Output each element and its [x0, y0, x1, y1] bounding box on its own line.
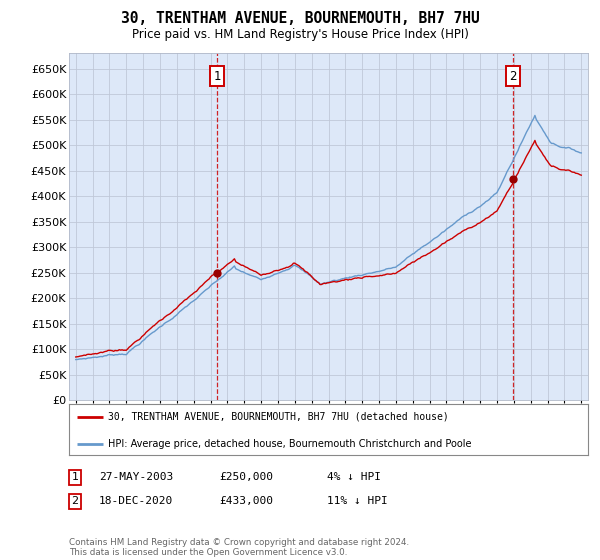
- Text: £433,000: £433,000: [219, 496, 273, 506]
- Text: 30, TRENTHAM AVENUE, BOURNEMOUTH, BH7 7HU: 30, TRENTHAM AVENUE, BOURNEMOUTH, BH7 7H…: [121, 11, 479, 26]
- Text: Price paid vs. HM Land Registry's House Price Index (HPI): Price paid vs. HM Land Registry's House …: [131, 28, 469, 41]
- Text: £250,000: £250,000: [219, 472, 273, 482]
- Text: 1: 1: [71, 472, 79, 482]
- Text: 11% ↓ HPI: 11% ↓ HPI: [327, 496, 388, 506]
- Text: 2: 2: [71, 496, 79, 506]
- Text: 18-DEC-2020: 18-DEC-2020: [99, 496, 173, 506]
- Text: Contains HM Land Registry data © Crown copyright and database right 2024.
This d: Contains HM Land Registry data © Crown c…: [69, 538, 409, 557]
- Text: 1: 1: [213, 69, 221, 83]
- Text: 27-MAY-2003: 27-MAY-2003: [99, 472, 173, 482]
- Text: 30, TRENTHAM AVENUE, BOURNEMOUTH, BH7 7HU (detached house): 30, TRENTHAM AVENUE, BOURNEMOUTH, BH7 7H…: [108, 412, 449, 422]
- Text: HPI: Average price, detached house, Bournemouth Christchurch and Poole: HPI: Average price, detached house, Bour…: [108, 438, 472, 449]
- Text: 4% ↓ HPI: 4% ↓ HPI: [327, 472, 381, 482]
- Text: 2: 2: [509, 69, 517, 83]
